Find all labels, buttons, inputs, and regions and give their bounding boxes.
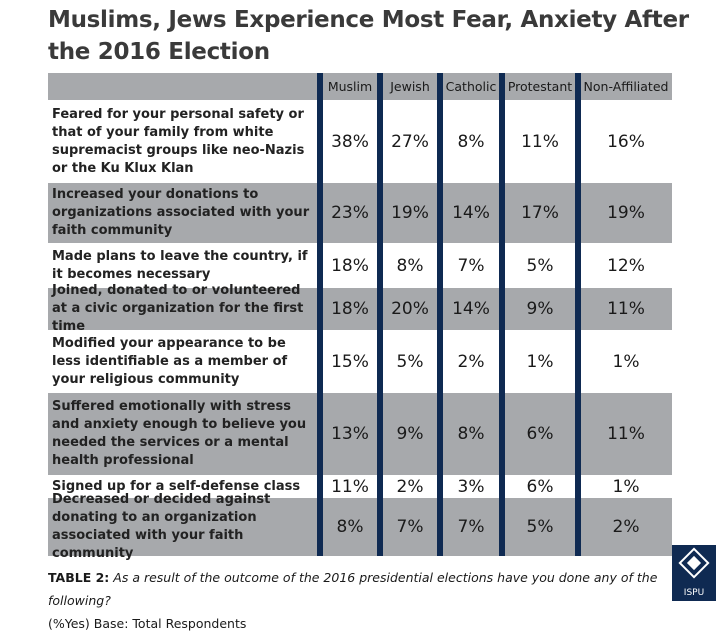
cell-value: 5% — [396, 351, 424, 372]
cell-value: 13% — [331, 424, 369, 444]
column-header: Protestant — [507, 79, 573, 94]
cell-value: 11% — [607, 299, 645, 319]
caption-label: TABLE 2: — [48, 570, 110, 585]
cell-value: 2% — [396, 476, 424, 497]
cell-value: 17% — [521, 203, 559, 223]
cell-value: 8% — [396, 255, 424, 276]
cell-value: 18% — [331, 299, 369, 319]
row-label: Signed up for a self-defense class — [52, 478, 301, 494]
cell-value: 19% — [391, 203, 429, 223]
column-header: Jewish — [390, 79, 430, 94]
row-band — [48, 288, 672, 330]
cell-value: 9% — [526, 299, 554, 319]
cell-value: 11% — [331, 476, 369, 497]
row-label: Made plans to leave the country, if it b… — [52, 248, 308, 282]
page: Muslims, Jews Experience Most Fear, Anxi… — [48, 7, 716, 631]
row-label: Feared for your personal safety or that … — [52, 106, 305, 176]
column-separator — [437, 73, 443, 556]
column-separator — [575, 73, 581, 556]
row-label: Decreased or decided against donating to… — [52, 492, 271, 561]
cell-value: 6% — [526, 476, 554, 497]
caption: TABLE 2: As a result of the outcome of t… — [48, 566, 670, 635]
cell-value: 23% — [331, 203, 369, 223]
row-band — [48, 183, 672, 243]
cell-value: 27% — [391, 131, 429, 152]
cell-value: 15% — [331, 351, 369, 372]
row-band — [48, 393, 672, 475]
cell-value: 18% — [331, 255, 369, 276]
row-band — [48, 498, 672, 556]
cell-value: 6% — [526, 424, 554, 444]
column-header: Muslim — [327, 79, 373, 94]
cell-value: 9% — [396, 424, 424, 444]
cell-value: 20% — [391, 299, 429, 319]
caption-line: TABLE 2: As a result of the outcome of t… — [48, 566, 670, 612]
cell-value: 1% — [612, 476, 640, 497]
row-label: Increased your donations to organization… — [52, 187, 310, 238]
cell-value: 14% — [452, 299, 490, 319]
cell-value: 7% — [457, 255, 485, 276]
logo-icon — [678, 547, 710, 579]
cell-value: 11% — [521, 131, 559, 152]
column-separator — [499, 73, 505, 556]
cell-value: 5% — [526, 255, 554, 276]
cell-value: 7% — [396, 517, 424, 537]
column-header: Non-Affiliated — [583, 79, 669, 94]
caption-text: As a result of the outcome of the 2016 p… — [48, 570, 658, 608]
row-label: Suffered emotionally with stress and anx… — [52, 399, 307, 468]
cell-value: 8% — [457, 131, 485, 152]
logo: ISPU — [672, 545, 716, 601]
cell-value: 1% — [526, 351, 554, 372]
column-header: Catholic — [445, 79, 497, 94]
cell-value: 16% — [607, 131, 645, 152]
cell-value: 19% — [607, 203, 645, 223]
caption-base: (%Yes) Base: Total Respondents — [48, 616, 247, 631]
cell-value: 1% — [612, 351, 640, 372]
column-separator — [317, 73, 323, 556]
cell-value: 38% — [331, 131, 369, 152]
cell-value: 14% — [452, 203, 490, 223]
cell-value: 8% — [336, 517, 364, 537]
logo-text: ISPU — [683, 588, 705, 598]
cell-value: 8% — [457, 424, 485, 444]
cell-value: 5% — [526, 517, 554, 537]
row-label: Joined, donated to or volunteered at a c… — [52, 283, 304, 334]
column-separator — [377, 73, 383, 556]
cell-value: 11% — [607, 424, 645, 444]
title: Muslims, Jews Experience Most Fear, Anxi… — [48, 7, 689, 65]
row-label: Modified your appearance to be less iden… — [52, 335, 288, 387]
cell-value: 12% — [607, 255, 645, 276]
cell-value: 3% — [457, 476, 485, 497]
header-band — [48, 73, 672, 100]
cell-value: 7% — [457, 517, 485, 537]
cell-value: 2% — [612, 517, 640, 537]
cell-value: 2% — [457, 351, 485, 372]
